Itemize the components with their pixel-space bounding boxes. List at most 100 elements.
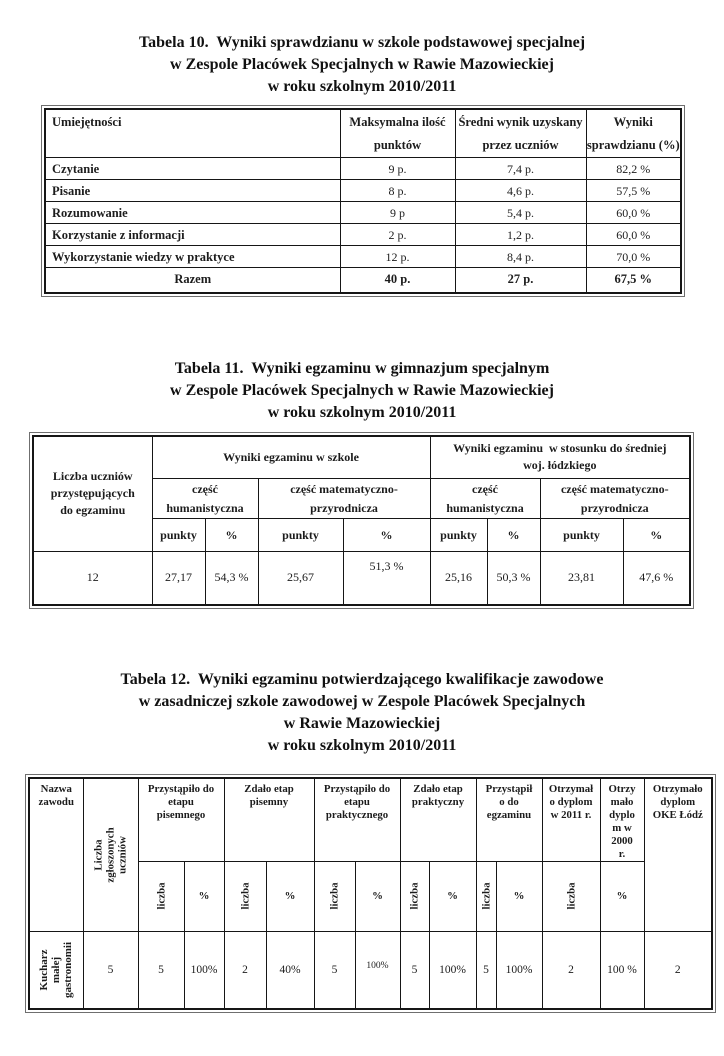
cell-points: 25,67 [257,551,344,605]
cell-pct: 47,6 % [622,551,691,605]
table-row: Wykorzystanie wiedzy w praktyce 12 p. 8,… [44,245,682,268]
t11-subheader-points: punkty [539,518,624,552]
t11-header-school-group: Wyniki egzaminu w szkole [151,435,431,479]
vertical-label: Kucharz małej gastronomii [38,941,75,998]
cell-max: 12 p. [339,245,456,268]
cell-avg: 5,4 p. [454,201,587,224]
t12-header-diploma-oke: Otrzymało dyplom OKE Łódź [643,777,713,932]
table-row: Pisanie 8 p. 4,6 p. 57,5 % [44,179,682,202]
t12-header-written-entered: Przystąpiło do etapu pisemnego [137,777,225,862]
t12-subheader-count: liczba [223,860,267,932]
cell-pct: 50,3 % [486,551,541,605]
t12-header-exam-entered: Przystąpił o do egzaminu [475,777,543,862]
t11-subheader-points: punkty [151,518,206,552]
t11-header-math: część matematyczno- przyrodnicza [539,478,691,519]
cell-count: 2 [541,930,601,1010]
total-avg: 27 p. [454,267,587,293]
t12-subheader-percent: % [428,860,477,932]
cell-max: 9 p. [339,157,456,180]
cell-max: 2 p. [339,223,456,246]
skill-label: Korzystanie z informacji [44,223,341,246]
t10-header-umiejetnosci: Umiejętności [44,108,341,158]
cell-avg: 7,4 p. [454,157,587,180]
t12-subheader-percent: % [183,860,225,932]
t12-subheader-percent: % [495,860,543,932]
t11-header-region-group: Wyniki egzaminu w stosunku do średniej w… [429,435,691,479]
t12-subheader-count: liczba [541,860,601,932]
t10-header-avg-result: Średni wynik uzyskany przez uczniów [454,108,587,158]
cell-count: 5 [313,930,356,1010]
t11-subheader-percent: % [622,518,691,552]
t11-header-math: część matematyczno- przyrodnicza [257,478,431,519]
vertical-label: liczba [565,882,577,910]
table-row: Korzystanie z informacji 2 p. 1,2 p. 60,… [44,223,682,246]
total-pct: 67,5 % [585,267,682,293]
t11-subheader-points: punkty [429,518,488,552]
table-12-title: Tabela 12. Wyniki egzaminu potwierdzając… [120,670,604,754]
vertical-label: liczba [239,882,251,910]
table-row: Kucharz małej gastronomii 5 5 100% 2 40%… [28,930,713,1010]
t12-header-practical-entered: Przystąpiło do etapu praktycznego [313,777,401,862]
cell-pct: 60,0 % [585,223,682,246]
vertical-label: liczba [155,882,167,910]
document-page: { "page": { "background": "#ffffff", "te… [0,32,724,1056]
cell-pct: 40% [265,930,315,1010]
cell-count: 2 [223,930,267,1010]
t12-subheader-count: liczba [137,860,185,932]
cell-diploma-oke: 2 [643,930,713,1010]
table-header-row: liczba % liczba % liczba % liczba % licz… [29,860,712,932]
cell-pct: 100% [354,930,401,1010]
table-12-egzamin-zawodowy: Nazwa zawodu Liczba zgłoszonych uczniów … [25,773,716,1013]
cell-count: 5 [475,930,497,1010]
t11-header-humanities: część humanistyczna [151,478,259,519]
vertical-label: Liczba zgłoszonych uczniów [92,824,129,883]
cell-pct: 100% [428,930,477,1010]
cell-count: 5 [137,930,185,1010]
t12-subheader-count: liczba [399,860,430,932]
table-10-sprawdzian: Umiejętności Maksymalna ilość punktów Śr… [41,105,685,297]
cell-points: 23,81 [539,551,624,605]
t12-header-diploma-2000: Otrzy mało dyplo m w 2000 r. [599,777,645,862]
t12-header-profession: Nazwa zawodu [28,777,84,932]
total-max: 40 p. [339,267,456,293]
skill-label: Pisanie [44,179,341,202]
table-header-row: Liczba uczniów przystępujących do egzami… [32,435,691,552]
total-label: Razem [44,267,341,293]
table-header-row: Nazwa zawodu Liczba zgłoszonych uczniów … [28,777,713,932]
cell-pct: 100% [183,930,225,1010]
cell-pct: 100 % [599,930,645,1010]
cell-count: 5 [399,930,430,1010]
table-header-row: Umiejętności Maksymalna ilość punktów Śr… [44,108,682,158]
table-11-egzamin-gimnazjum: Liczba uczniów przystępujących do egzami… [28,431,695,609]
cell-avg: 8,4 p. [454,245,587,268]
t12-subheader-count: liczba [313,860,356,932]
t12-header-practical-passed: Zdało etap praktyczny [399,777,477,862]
t10-header-max-points: Maksymalna ilość punktów [339,108,456,158]
t12-subheader-count: liczba [475,860,497,932]
t12-subheader-percent: % [354,860,401,932]
cell-students: 12 [32,551,153,605]
vertical-label: liczba [480,882,492,910]
cell-max: 9 p [339,201,456,224]
t12-subheader-percent: % [265,860,315,932]
cell-pct: 100% [495,930,543,1010]
table-header-row: część humanistyczna część matematyczno- … [33,478,691,519]
t11-subheader-percent: % [204,518,259,552]
vertical-label: liczba [408,882,421,910]
table-row: 12 27,17 54,3 % 25,67 51,3 % 25,16 50,3 … [32,551,691,605]
t11-subheader-points: punkty [257,518,344,552]
table-row: Rozumowanie 9 p 5,4 p. 60,0 % [44,201,682,224]
cell-points: 27,17 [151,551,206,605]
cell-pct: 60,0 % [585,201,682,224]
t12-header-enrolled: Liczba zgłoszonych uczniów [82,777,139,932]
cell-avg: 4,6 p. [454,179,587,202]
cell-pct: 57,5 % [585,179,682,202]
cell-pct: 54,3 % [204,551,259,605]
cell-points: 25,16 [429,551,488,605]
t12-header-diploma-2011: Otrzymał o dyplom w 2011 r. [541,777,601,862]
cell-pct-value: 100% [366,960,389,971]
t12-header-written-passed: Zdało etap pisemny [223,777,315,862]
skill-label: Czytanie [44,157,341,180]
t11-header-humanities: część humanistyczna [429,478,541,519]
t11-subheader-percent: % [342,518,431,552]
